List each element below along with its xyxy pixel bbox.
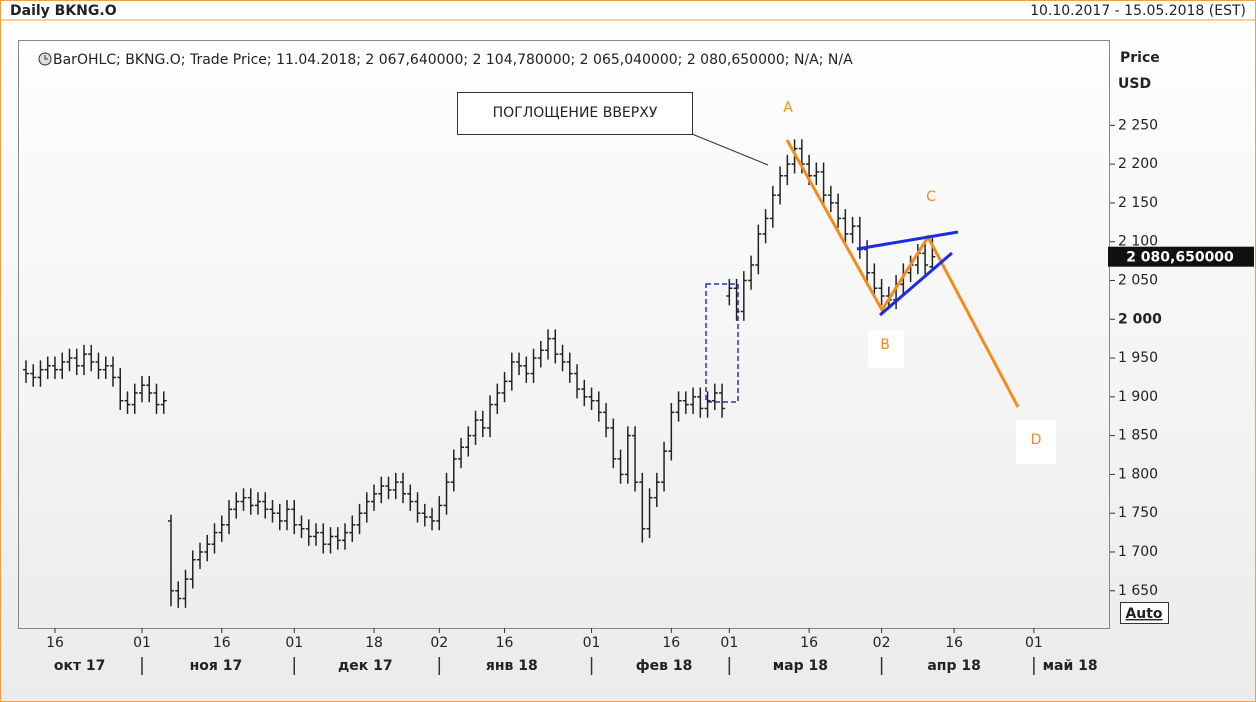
- x-tick-label: 16: [46, 635, 64, 651]
- x-tick-label: 01: [285, 635, 303, 651]
- point-label: C: [926, 189, 936, 205]
- trend-line: [879, 251, 953, 317]
- y-tick-label: 2 000: [1118, 311, 1162, 327]
- date-range: 10.10.2017 - 15.05.2018 (EST): [1030, 3, 1246, 19]
- y-tick-label: 1 650: [1118, 583, 1158, 599]
- month-label: апр 18: [927, 658, 981, 674]
- x-tick-label: 01: [1025, 635, 1043, 651]
- label-bg: [1016, 420, 1056, 464]
- y-tick-label: 1 900: [1118, 389, 1158, 405]
- x-tick-label: 01: [583, 635, 601, 651]
- y-tick-label: 2 200: [1118, 156, 1158, 172]
- auto-button-label[interactable]: Auto: [1125, 606, 1162, 622]
- y-label: Price: [1120, 50, 1160, 66]
- last-price-tag: [1108, 246, 1254, 267]
- month-label: ноя 17: [190, 658, 243, 674]
- highlight-rect: [705, 283, 739, 403]
- x-tick-label: 02: [873, 635, 891, 651]
- month-label: мар 18: [773, 658, 828, 674]
- annotation-pointer: [691, 133, 769, 166]
- clock-hands: [44, 55, 48, 60]
- chart-title: Daily BKNG.O: [10, 3, 117, 19]
- month-label: фев 18: [636, 658, 693, 674]
- x-tick-label: 18: [365, 635, 383, 651]
- y-tick-label: 1 750: [1118, 505, 1158, 521]
- legend-text: BarOHLC; BKNG.O; Trade Price; 11.04.2018…: [53, 52, 853, 68]
- y-tick-label: 2 050: [1118, 272, 1158, 288]
- month-label: янв 18: [486, 658, 538, 674]
- x-tick-label: 16: [496, 635, 514, 651]
- annotation-box: [457, 92, 693, 135]
- plot-area: [18, 40, 1110, 629]
- x-tick-label: 01: [133, 635, 151, 651]
- point-label: D: [1031, 432, 1042, 448]
- x-tick-label: 01: [720, 635, 738, 651]
- month-label: окт 17: [54, 658, 106, 674]
- point-label: B: [880, 337, 890, 353]
- auto-button[interactable]: [1120, 602, 1169, 624]
- x-tick-label: 16: [945, 635, 963, 651]
- point-label: A: [783, 100, 793, 116]
- label-bg: [868, 330, 904, 368]
- x-tick-label: 16: [213, 635, 231, 651]
- y-tick-label: 1 950: [1118, 350, 1158, 366]
- y-tick-label: 1 850: [1118, 428, 1158, 444]
- last-price-label: 2 080,650000: [1126, 250, 1234, 266]
- x-tick-label: 16: [662, 635, 680, 651]
- x-tick-label: 16: [800, 635, 818, 651]
- y-tick-label: 2 150: [1118, 195, 1158, 211]
- y-tick-label: 1 800: [1118, 466, 1158, 482]
- y-tick-label: 2 250: [1118, 117, 1158, 133]
- month-label: май 18: [1043, 658, 1098, 674]
- y-unit: USD: [1118, 76, 1151, 92]
- header: [1, 1, 1255, 20]
- x-tick-label: 02: [430, 635, 448, 651]
- trend-line: [856, 230, 959, 251]
- y-tick-label: 1 700: [1118, 544, 1158, 560]
- annotation-text: ПОГЛОЩЕНИЕ ВВЕРХУ: [493, 105, 658, 121]
- month-label: дек 17: [338, 658, 393, 674]
- wave-line: [785, 139, 1020, 408]
- y-tick-label: 2 100: [1118, 234, 1158, 250]
